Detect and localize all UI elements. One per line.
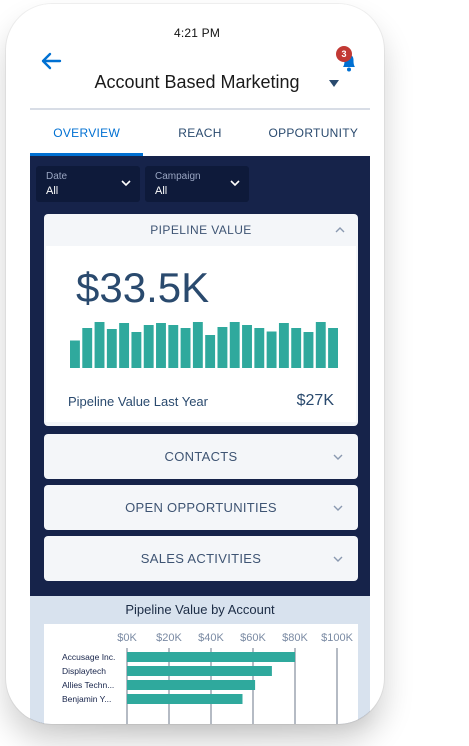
sparkline-bar [156, 323, 166, 368]
x-tick-label: $40K [198, 632, 224, 644]
campaign-filter-label: Campaign [155, 171, 201, 182]
tab-opportunity[interactable]: OPPORTUNITY [268, 126, 359, 140]
sparkline-bar [254, 328, 265, 368]
last-year-value: $27K [296, 392, 334, 409]
chevron-down-icon [333, 454, 343, 460]
sales-activities-title: SALES ACTIVITIES [140, 551, 262, 566]
open-opportunities-title: OPEN OPPORTUNITIES [125, 500, 277, 515]
tab-reach[interactable]: REACH [178, 126, 222, 140]
pipeline-value-header[interactable]: PIPELINE VALUE [44, 214, 358, 246]
sparkline-bar [303, 332, 314, 368]
pipeline-by-account-chart: $0K $20K $40K $60K $80K $100K Accusage Inc. Dis… [62, 632, 354, 724]
sparkline-bar [217, 327, 228, 368]
sparkline-bar [328, 328, 338, 368]
page-title: Account Based Marketing [94, 72, 300, 92]
sparkline-bar [315, 322, 326, 368]
chevron-down-icon [333, 505, 343, 511]
x-tick-label: $20K [156, 632, 182, 644]
sparkline-bar [131, 332, 142, 368]
sales-activities-card[interactable]: SALES ACTIVITIES [44, 536, 358, 581]
x-tick-label: $80K [282, 632, 308, 644]
sparkline-bar [242, 325, 252, 368]
sparkline-bar [278, 323, 289, 368]
campaign-filter-value: All [155, 185, 168, 197]
contacts-card[interactable]: CONTACTS [44, 434, 358, 479]
sparkline-bar [70, 340, 80, 368]
sparkline-bar [82, 328, 93, 368]
account-bar[interactable] [127, 666, 272, 676]
date-filter-value: All [46, 185, 59, 197]
phone-frame: 4:21 PM 3 Account Based Marketing OVERVI… [6, 4, 384, 724]
chevron-up-icon [335, 227, 345, 233]
status-time: 4:21 PM [173, 26, 221, 40]
header-divider [30, 108, 370, 110]
sparkline-bar [143, 325, 154, 368]
sparkline-bar [266, 331, 277, 368]
account-bar[interactable] [127, 680, 256, 690]
chevron-down-icon [230, 180, 240, 187]
category-label: Benjamin Y... [62, 694, 111, 704]
date-filter[interactable]: Date All [36, 166, 140, 202]
contacts-title: CONTACTS [164, 449, 238, 464]
account-bar[interactable] [127, 694, 243, 704]
category-label: Allies Techn... [62, 680, 114, 690]
sparkline-bar [119, 323, 130, 368]
x-tick-label: $0K [117, 632, 137, 644]
pipeline-value-title: PIPELINE VALUE [150, 223, 252, 237]
sparkline-bar [192, 322, 203, 368]
date-filter-label: Date [46, 171, 68, 182]
tab-overview[interactable]: OVERVIEW [30, 110, 144, 156]
category-label: Displaytech [62, 666, 106, 676]
sparkline-bar [94, 322, 105, 368]
sparkline-bar [291, 328, 302, 368]
sparkline-bar [106, 329, 117, 368]
pipeline-value-body: $33.5K Pipeline Value Last Year $27K [46, 246, 356, 422]
pipeline-by-account-section: Pipeline Value by Account $0K $20K $40K $60… [30, 596, 370, 724]
chevron-down-icon [121, 180, 131, 187]
chart-title: Pipeline Value by Account [125, 602, 275, 617]
sparkline-bar [229, 322, 240, 368]
back-button[interactable] [38, 50, 64, 72]
pipeline-value-amount: $33.5K [76, 264, 210, 311]
sparkline-bar [180, 328, 191, 368]
caret-down-icon[interactable] [329, 80, 339, 87]
campaign-filter[interactable]: Campaign All [145, 166, 249, 202]
sparkline-bar [205, 335, 216, 368]
tab-bar: OVERVIEW REACH OPPORTUNITY [30, 110, 370, 156]
x-tick-label: $100K [321, 632, 353, 644]
notification-badge: 3 [336, 46, 352, 62]
sparkline-bar [168, 325, 179, 368]
pipeline-sparkline [70, 322, 338, 368]
app-screen: 4:21 PM 3 Account Based Marketing OVERVI… [24, 4, 370, 724]
chevron-down-icon [333, 556, 343, 562]
arrow-left-icon [41, 52, 62, 70]
category-label: Accusage Inc. [62, 652, 115, 662]
dashboard-panel: Date All Campaign All PIPELINE VALUE [30, 156, 370, 724]
open-opportunities-card[interactable]: OPEN OPPORTUNITIES [44, 485, 358, 530]
pipeline-value-card: PIPELINE VALUE $33.5K Pipeline Value Las… [44, 214, 358, 426]
last-year-label: Pipeline Value Last Year [68, 394, 208, 409]
account-bar[interactable] [127, 652, 295, 662]
x-tick-label: $60K [240, 632, 266, 644]
